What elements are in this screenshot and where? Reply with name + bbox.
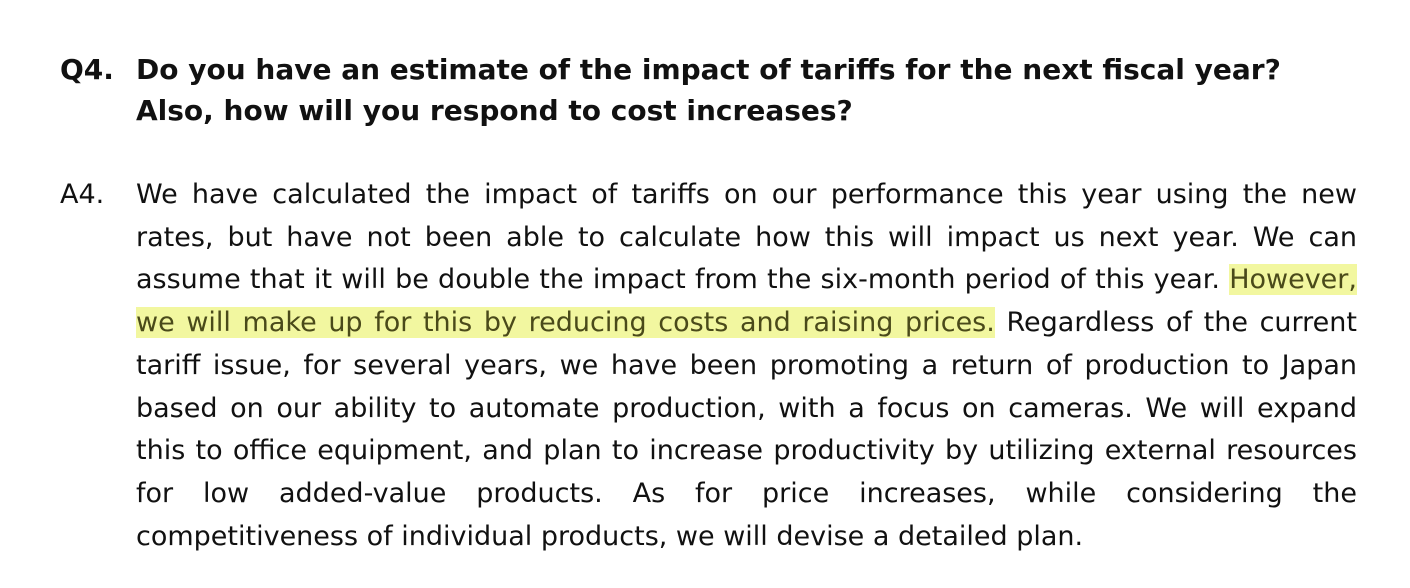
answer-text-before: We have calculated the impact of tariffs… bbox=[136, 179, 1357, 296]
question-text: Do you have an estimate of the impact of… bbox=[136, 53, 1281, 127]
question-number: Q4. bbox=[60, 53, 114, 86]
answer-text-after: Regardless of the current tariff issue, … bbox=[136, 307, 1357, 552]
answer-block: A4. We have calculated the impact of tar… bbox=[60, 174, 1357, 558]
question-block: Q4. Do you have an estimate of the impac… bbox=[60, 49, 1357, 131]
answer-text: We have calculated the impact of tariffs… bbox=[136, 174, 1357, 558]
answer-number: A4. bbox=[60, 179, 105, 210]
